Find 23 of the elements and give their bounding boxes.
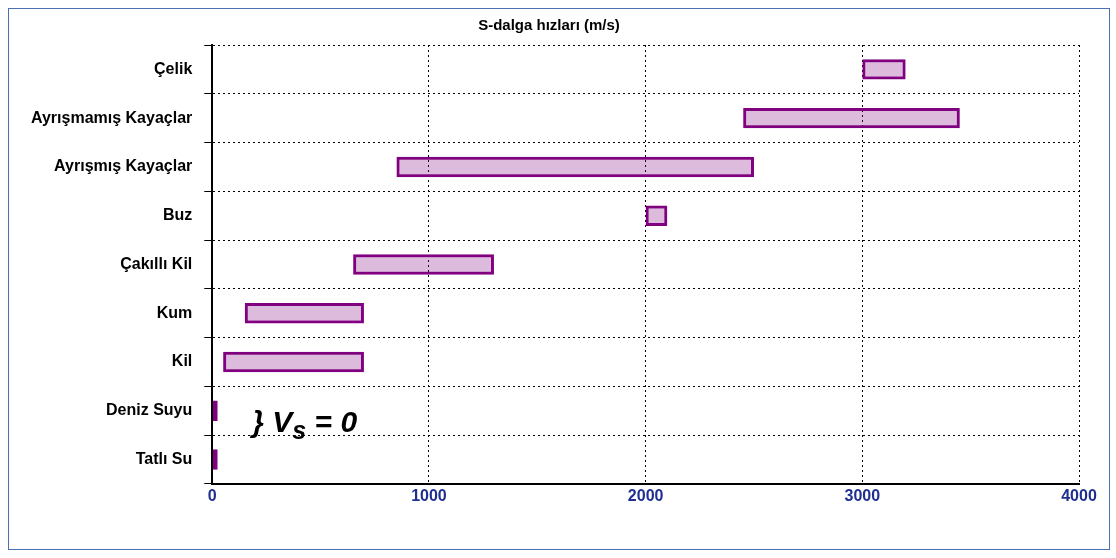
y-tick-label: Kil: [171, 352, 193, 370]
bar: [353, 254, 494, 275]
x-tick-label: 0: [207, 486, 217, 504]
y-tick-label: Ayrışmamış Kayaçlar: [30, 108, 193, 126]
y-tick-label: Kum: [156, 303, 193, 321]
y-tick-label: Buz: [162, 206, 193, 224]
bar: [743, 107, 960, 129]
bar: [223, 351, 364, 373]
y-tick-label: Ayrışmış Kayaçlar: [54, 157, 193, 175]
bar: [862, 59, 906, 80]
y-tick-label: Tatlı Su: [135, 449, 193, 467]
y-tick-label: Deniz Suyu: [106, 401, 193, 419]
bar: [244, 302, 364, 324]
x-tick-label: 2000: [627, 486, 664, 504]
annotation: } V$_{s}$ = 0: [252, 405, 358, 446]
y-tick-label: Çakıllı Kil: [120, 254, 193, 272]
x-tick-label: 3000: [844, 486, 881, 504]
x-tick-label: 4000: [1061, 486, 1097, 504]
bar: [396, 156, 754, 178]
y-tick-label: Çelik: [154, 59, 193, 77]
bar: [645, 205, 668, 226]
x-tick-label: 1000: [411, 486, 447, 504]
chart-title: S-dalga hızları (m/s): [478, 16, 620, 34]
